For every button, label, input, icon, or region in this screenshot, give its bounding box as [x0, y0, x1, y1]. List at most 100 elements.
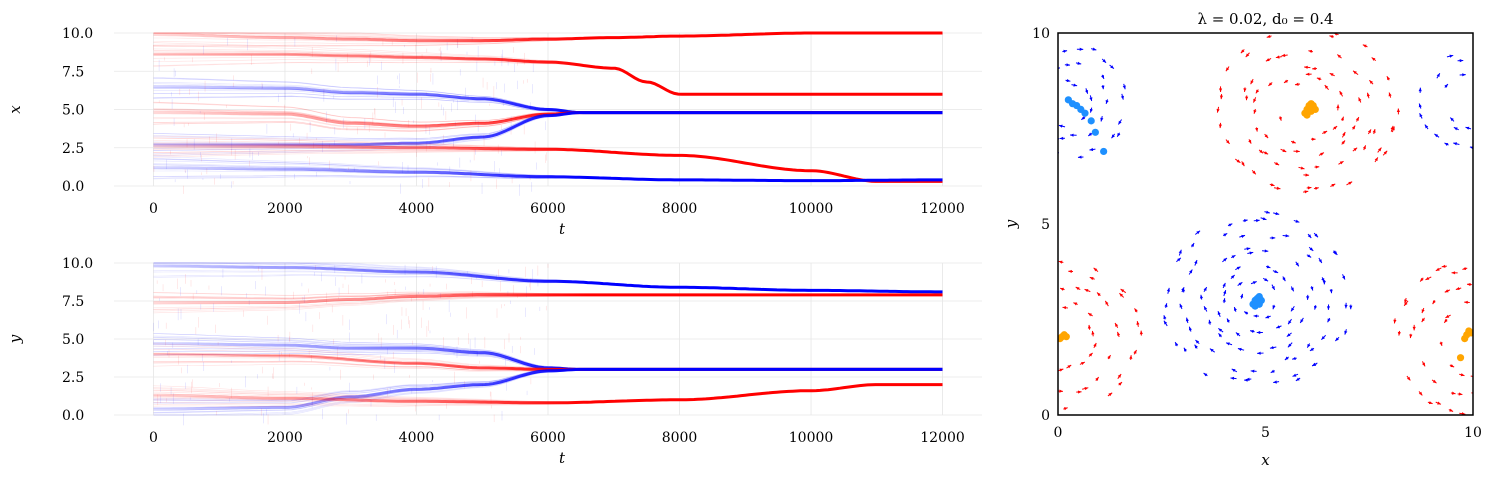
arrow-head — [1424, 124, 1429, 129]
arrow-head — [1088, 352, 1093, 357]
x-tick-label: 2000 — [267, 430, 303, 446]
arrow-head — [1455, 286, 1460, 291]
arrow-head — [1444, 289, 1449, 293]
time-panel-y: 0 2000 4000 6000 8000 10000 12000 0.0 2.5 5.0 7.5 1… — [6, 256, 982, 467]
arrow-head — [1418, 87, 1422, 92]
arrow-head — [1374, 157, 1378, 162]
arrow-head — [1473, 281, 1477, 284]
arrow-head — [1320, 152, 1324, 156]
series-5 — [153, 383, 943, 407]
arrow-head — [1241, 162, 1245, 167]
series-line — [153, 144, 943, 183]
y-axis-label: y — [6, 334, 24, 344]
x-tick-label: 0 — [149, 430, 158, 446]
arrow-head — [1246, 247, 1251, 251]
arrow-head — [1133, 350, 1137, 354]
arrow-head — [1444, 84, 1448, 88]
arrow-head — [1315, 186, 1319, 190]
arrow-head — [1327, 318, 1331, 323]
arrow-head — [1073, 302, 1078, 306]
arrow-head — [1256, 330, 1261, 335]
arrow-head — [1453, 142, 1458, 146]
arrow-head — [1196, 230, 1201, 235]
arrow-head — [1462, 73, 1466, 77]
arrow-head — [1019, 89, 1022, 93]
arrow-head — [1286, 333, 1291, 337]
arrow-head — [1270, 369, 1275, 373]
arrow-head — [1240, 293, 1244, 298]
arrow-head — [1088, 313, 1092, 317]
arrow-head — [1019, 62, 1023, 65]
arrow-head — [1266, 265, 1271, 269]
arrow-mark — [1016, 398, 1019, 401]
arrow-head — [1253, 109, 1257, 114]
arrow-head — [1218, 88, 1223, 92]
arrow-head — [1178, 249, 1182, 254]
arrow-head — [1008, 369, 1011, 373]
arrow-head — [1063, 407, 1068, 411]
arrow-head — [1218, 328, 1223, 332]
cluster-point — [1081, 109, 1089, 117]
arrow-head — [1203, 287, 1207, 291]
arrow-head — [1342, 132, 1346, 136]
y-tick-label: 0 — [1041, 408, 1050, 424]
arrow-mark — [1051, 51, 1056, 53]
arrow-head — [1087, 324, 1092, 329]
arrow-mark — [1030, 82, 1034, 86]
arrow-head — [1313, 305, 1318, 310]
arrow-head — [1002, 320, 1005, 324]
arrow-head — [1344, 330, 1348, 335]
arrow-mark — [1023, 326, 1024, 331]
y-tick-label: 0.0 — [62, 179, 84, 195]
arrow-head — [1362, 145, 1366, 150]
arrow-head — [1245, 53, 1250, 58]
arrow-head — [1465, 126, 1470, 130]
arrow-head — [1348, 181, 1353, 185]
arrow-head — [1306, 296, 1310, 300]
arrow-head — [980, 340, 983, 344]
arrow-head — [1046, 46, 1050, 49]
x-tick-label: 10000 — [789, 430, 834, 446]
arrow-head — [1226, 342, 1230, 346]
arrow-head — [1117, 132, 1121, 137]
arrow-head — [1282, 148, 1287, 152]
arrow-head — [1451, 271, 1456, 275]
arrow-mark — [1017, 343, 1019, 348]
arrow-head — [1323, 131, 1328, 135]
cluster-point — [1091, 128, 1099, 136]
arrow-head — [1288, 320, 1292, 325]
arrow-head — [1118, 382, 1123, 386]
x-axis-label: x — [1261, 451, 1270, 469]
arrow-head — [1275, 55, 1280, 59]
arrow-head — [1366, 92, 1370, 97]
arrow-head — [1378, 147, 1382, 152]
arrow-head — [1022, 352, 1025, 356]
x-tick-label: 4000 — [399, 430, 435, 446]
x-tick-label: 8000 — [662, 430, 698, 446]
arrow-mark — [1488, 126, 1492, 128]
arrow-head — [1092, 47, 1097, 51]
arrow-head — [1080, 362, 1085, 366]
arrow-head — [1418, 391, 1423, 396]
arrow-head — [1021, 106, 1024, 110]
arrow-head — [1230, 376, 1235, 380]
arrow-head — [1271, 236, 1276, 240]
arrow-head — [1052, 82, 1056, 85]
arrow-head — [1217, 311, 1221, 315]
arrow-head — [1435, 267, 1440, 271]
arrow-head — [1362, 44, 1367, 48]
arrow-head — [1339, 161, 1344, 165]
arrow-head — [1046, 118, 1050, 121]
arrow-head — [1037, 303, 1041, 306]
arrow-head — [1367, 129, 1372, 134]
arrow-head — [1036, 263, 1040, 266]
arrow-mark — [1019, 62, 1023, 64]
arrow-head — [1233, 307, 1237, 311]
arrow-head — [1093, 267, 1098, 272]
arrow-mark — [1481, 366, 1486, 369]
arrow-head — [1248, 139, 1252, 144]
series-0 — [153, 262, 943, 294]
arrow-head — [1412, 326, 1416, 331]
arrow-head — [1194, 344, 1198, 349]
arrow-head — [1421, 362, 1426, 367]
